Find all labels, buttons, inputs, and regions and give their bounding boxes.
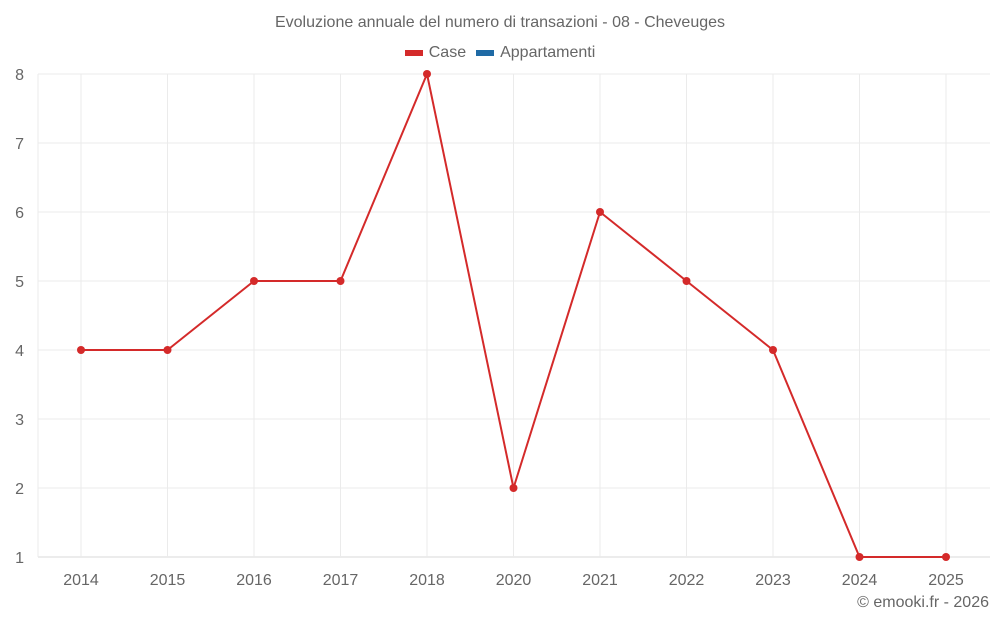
data-series xyxy=(77,70,950,561)
y-tick-label: 2 xyxy=(15,481,24,498)
x-tick-label: 2017 xyxy=(323,572,359,589)
y-tick-label: 6 xyxy=(15,205,24,222)
legend-item-case[interactable]: Case xyxy=(404,44,467,62)
grid-lines xyxy=(37,73,990,558)
chart-title: Evoluzione annuale del numero di transaz… xyxy=(274,14,726,31)
x-tick-label: 2023 xyxy=(755,572,791,589)
x-tick-label: 2014 xyxy=(63,572,99,589)
x-tick-label: 2021 xyxy=(582,572,618,589)
data-point[interactable] xyxy=(596,208,604,216)
credit-text: © emooki.fr - 2026 xyxy=(857,594,989,611)
data-point[interactable] xyxy=(855,553,864,561)
data-point[interactable] xyxy=(250,277,258,285)
y-tick-label: 3 xyxy=(15,412,24,429)
x-tick-label: 2024 xyxy=(842,572,878,589)
y-tick-label: 1 xyxy=(15,550,24,567)
data-point[interactable] xyxy=(769,346,777,354)
legend-swatch-appartamenti xyxy=(476,50,495,56)
data-point[interactable] xyxy=(77,346,85,354)
data-point[interactable] xyxy=(423,70,431,78)
y-axis: 1 2 3 4 5 6 7 8 xyxy=(15,67,24,567)
legend-label-appartamenti: Appartamenti xyxy=(500,44,596,61)
legend: Case Appartamenti xyxy=(0,44,1000,62)
y-tick-label: 7 xyxy=(15,136,24,153)
legend-swatch-case xyxy=(404,50,423,56)
legend-label-case: Case xyxy=(428,44,467,61)
y-tick-label: 5 xyxy=(15,274,24,291)
data-point[interactable] xyxy=(682,277,691,285)
legend-item-appartamenti[interactable]: Appartamenti xyxy=(476,44,595,62)
y-tick-label: 4 xyxy=(15,343,24,360)
x-tick-label: 2020 xyxy=(496,572,532,589)
x-axis: 2014 2015 2016 2017 2018 2020 2021 2022 2023 2024… xyxy=(63,572,964,589)
x-tick-label: 2015 xyxy=(150,572,186,589)
y-tick-label: 8 xyxy=(15,67,24,84)
x-tick-label: 2016 xyxy=(236,572,272,589)
data-point[interactable] xyxy=(942,553,950,561)
x-tick-label: 2018 xyxy=(409,572,445,589)
x-tick-label: 2022 xyxy=(669,572,705,589)
data-point[interactable] xyxy=(163,346,172,354)
x-tick-label: 2025 xyxy=(928,572,964,589)
data-point[interactable] xyxy=(509,484,518,492)
data-point[interactable] xyxy=(336,277,345,285)
